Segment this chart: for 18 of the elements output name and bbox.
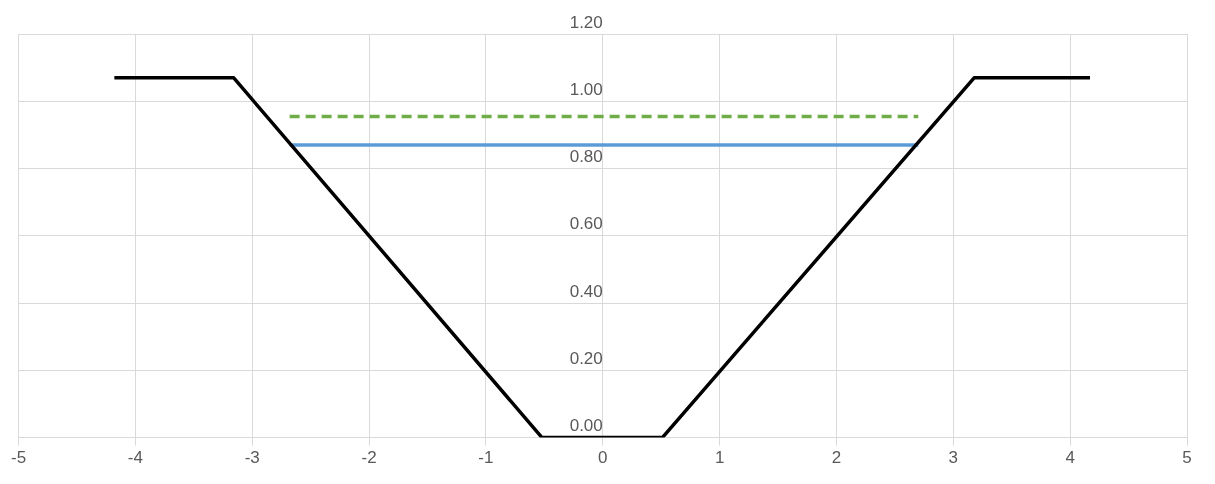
y-tick-label: 0.80 <box>569 147 603 167</box>
x-tick-label: 0 <box>598 448 608 468</box>
x-tick-label: 2 <box>831 448 842 468</box>
y-tick-label: 0.20 <box>569 349 603 369</box>
y-tick-label: 0.00 <box>569 416 603 436</box>
y-tick-label: 1.20 <box>569 12 603 32</box>
x-tick-label: -1 <box>478 448 494 468</box>
y-tick-label: 0.40 <box>569 281 603 301</box>
x-tick-label: 4 <box>1065 448 1075 468</box>
x-tick-label: 3 <box>948 448 959 468</box>
x-tick-label: -4 <box>127 448 143 468</box>
x-tick-label: -5 <box>11 448 27 468</box>
y-tick-label: 1.00 <box>569 79 603 99</box>
y-tick-label: 0.60 <box>569 214 603 234</box>
x-tick-label: 5 <box>1182 448 1192 468</box>
x-tick-label: -2 <box>361 448 377 468</box>
x-tick-label: -3 <box>244 448 260 468</box>
x-tick-label: 1 <box>714 448 725 468</box>
